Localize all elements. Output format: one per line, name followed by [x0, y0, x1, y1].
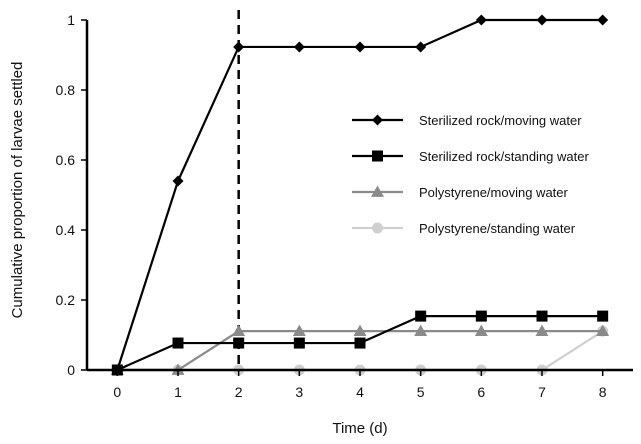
legend-item: Sterilized rock/standing water: [352, 149, 589, 164]
legend-label: Polystyrene/moving water: [419, 185, 569, 200]
data-point: [475, 14, 487, 26]
data-point: [597, 14, 609, 26]
data-point: [233, 41, 245, 53]
data-point: [474, 324, 488, 337]
data-point: [172, 337, 184, 349]
data-point: [475, 310, 487, 322]
x-tick-label: 1: [174, 384, 182, 400]
x-tick-label: 0: [113, 384, 121, 400]
data-point: [415, 310, 427, 322]
legend-item: Polystyrene/moving water: [352, 185, 569, 200]
legend-marker: [372, 114, 383, 126]
data-point: [232, 324, 246, 337]
legend-label: Sterilized rock/moving water: [419, 113, 582, 128]
data-point: [293, 337, 305, 349]
data-point: [536, 14, 548, 26]
x-tick-label: 3: [295, 384, 303, 400]
series-line: [117, 330, 604, 372]
y-axis-ticks: 0 0.2 0.4 0.6 0.8 1: [56, 12, 87, 378]
y-tick-label: 1: [67, 12, 75, 28]
data-point: [293, 41, 305, 53]
data-point: [597, 310, 609, 322]
legend-item: Polystyrene/standing water: [352, 221, 576, 236]
x-tick-label: 2: [235, 384, 243, 400]
legend-item: Sterilized rock/moving water: [352, 113, 582, 128]
data-point: [233, 337, 245, 349]
x-tick-label: 4: [356, 384, 364, 400]
series-line: [117, 330, 603, 372]
y-tick-label: 0.8: [56, 82, 76, 98]
data-point: [354, 41, 366, 53]
x-axis-title: Time (d): [332, 420, 387, 437]
plot-area: [110, 10, 610, 376]
legend-marker: [372, 222, 383, 234]
legend-marker: [372, 150, 383, 162]
y-axis-title: Cumulative proportion of larvae settled: [9, 62, 26, 319]
x-tick-label: 5: [417, 384, 425, 400]
data-point: [292, 324, 306, 337]
data-point: [414, 324, 428, 337]
data-point: [354, 337, 366, 349]
x-tick-label: 6: [477, 384, 485, 400]
x-tick-label: 8: [599, 384, 607, 400]
legend-label: Polystyrene/standing water: [419, 221, 576, 236]
x-axis-ticks: 0 1 2 3 4 5 6 7 8: [113, 370, 607, 400]
y-tick-label: 0: [67, 362, 75, 378]
legend-marker: [371, 185, 384, 197]
x-tick-label: 7: [538, 384, 546, 400]
data-point: [536, 310, 548, 322]
data-point: [415, 41, 427, 53]
y-tick-label: 0.6: [56, 152, 76, 168]
data-point: [535, 324, 549, 337]
data-point: [596, 324, 610, 337]
series-0: [111, 14, 609, 376]
data-point: [353, 324, 367, 337]
data-point: [172, 175, 184, 187]
legend: Sterilized rock/moving water Sterilized r…: [352, 113, 589, 236]
y-tick-label: 0.4: [56, 222, 76, 238]
legend-label: Sterilized rock/standing water: [419, 149, 589, 164]
y-tick-label: 0.2: [56, 292, 76, 308]
